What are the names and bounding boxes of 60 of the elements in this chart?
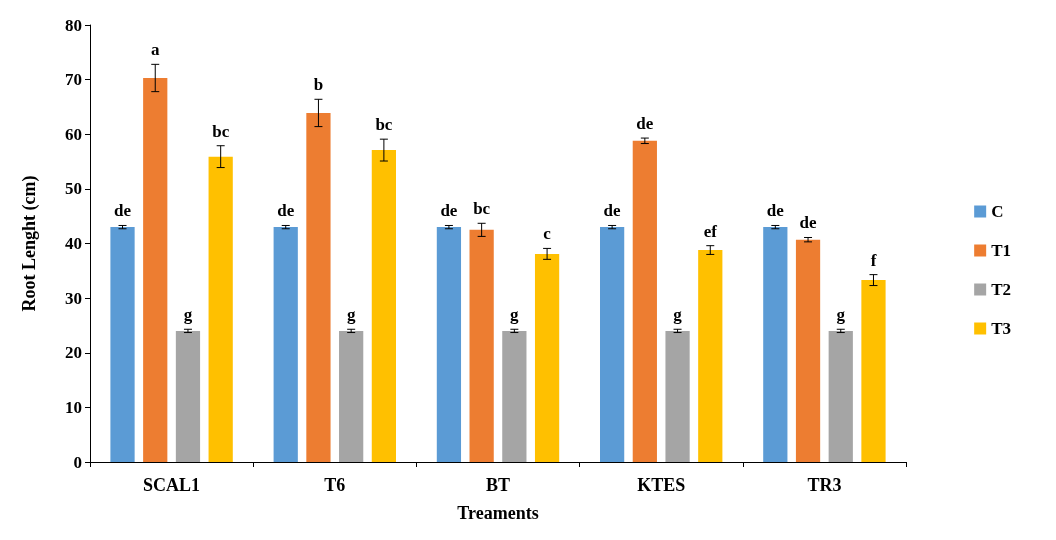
bar xyxy=(208,156,233,462)
bar xyxy=(371,150,396,462)
bar xyxy=(795,239,821,462)
legend-label: C xyxy=(991,202,1004,221)
y-tick-label: 60 xyxy=(65,124,82,144)
bar xyxy=(763,227,788,462)
x-axis-title: Treaments xyxy=(457,503,539,523)
data-label: bc xyxy=(473,199,491,219)
data-label: de xyxy=(277,201,295,221)
x-tick-label: T6 xyxy=(324,475,346,495)
data-label: g xyxy=(836,305,846,325)
data-label: c xyxy=(543,224,552,244)
data-label: g xyxy=(346,305,356,325)
data-label: de xyxy=(603,201,622,221)
y-tick-label: 20 xyxy=(65,343,82,363)
data-label: g xyxy=(183,305,193,325)
data-label: de xyxy=(114,201,132,221)
bar xyxy=(534,253,560,462)
y-tick-label: 70 xyxy=(65,70,82,90)
y-tick-label: 0 xyxy=(73,452,82,472)
bar xyxy=(665,330,690,462)
data-label: de xyxy=(636,114,654,134)
x-tick-label: SCAL1 xyxy=(143,475,201,495)
y-tick-label: 30 xyxy=(65,288,82,308)
data-label: g xyxy=(510,305,520,325)
bar xyxy=(861,280,886,462)
data-label: a xyxy=(150,40,160,60)
bar xyxy=(143,77,168,462)
data-label: bc xyxy=(212,121,230,141)
y-tick-label: 10 xyxy=(65,397,82,417)
x-tick-label: BT xyxy=(485,475,511,495)
y-tick-label: 50 xyxy=(65,179,82,199)
legend-label: T3 xyxy=(991,319,1011,338)
legend-label: T2 xyxy=(991,280,1011,299)
bar xyxy=(632,140,657,462)
data-label: ef xyxy=(703,221,718,241)
x-tick-label: TR3 xyxy=(807,475,842,495)
bar xyxy=(698,250,723,462)
bar xyxy=(469,229,494,462)
x-tick-label: KTES xyxy=(637,475,686,495)
data-label: b xyxy=(313,75,324,95)
legend-label: T1 xyxy=(991,241,1011,260)
data-label: de xyxy=(766,201,785,221)
bar xyxy=(175,330,201,462)
bar xyxy=(828,330,853,462)
bar xyxy=(273,227,298,462)
data-label: f xyxy=(870,250,877,270)
bar xyxy=(110,227,135,462)
y-axis-title: Root Lenght (cm) xyxy=(19,175,40,312)
bar xyxy=(600,227,625,462)
bar xyxy=(502,330,527,462)
y-tick-label: 80 xyxy=(65,15,82,35)
bar xyxy=(436,227,462,462)
data-label: g xyxy=(673,305,683,325)
bar xyxy=(306,112,331,462)
data-label: de xyxy=(440,201,458,221)
data-label: de xyxy=(799,213,817,233)
bar xyxy=(339,330,364,462)
y-tick-label: 40 xyxy=(65,234,82,253)
data-label: bc xyxy=(375,115,393,135)
